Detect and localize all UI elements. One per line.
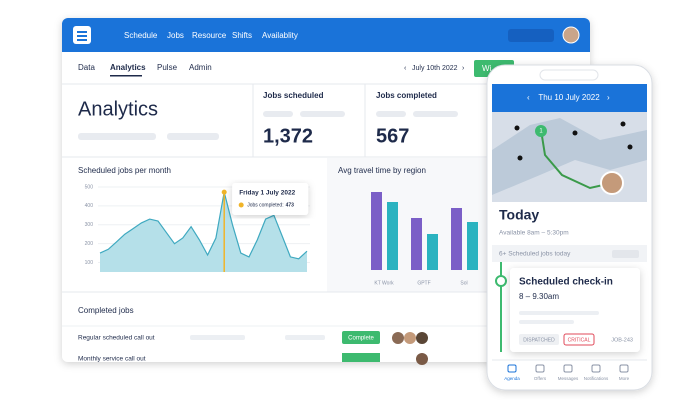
bar-chart: KT Work GPTF Sol xyxy=(371,192,478,286)
nav-item[interactable]: Availablity xyxy=(262,31,298,40)
date-picker[interactable]: July 10th 2022 xyxy=(412,65,458,72)
nav-item[interactable]: Jobs xyxy=(167,31,184,40)
svg-text:‹: ‹ xyxy=(527,93,530,102)
nav-label: Agenda xyxy=(504,376,520,381)
job-title: Scheduled check-in xyxy=(519,277,613,288)
status-label: Complete xyxy=(348,336,374,342)
header xyxy=(62,18,590,52)
tab-active[interactable]: Analytics xyxy=(110,63,146,72)
phone: ‹ › Thu 10 July 2022 1 Today Available 8a… xyxy=(486,64,653,391)
tooltip-value: 473 xyxy=(286,202,295,208)
card-label: Jobs completed xyxy=(376,91,437,100)
job-id: JOB-243 xyxy=(611,337,633,343)
nav-icon[interactable] xyxy=(563,364,573,373)
nav-icon[interactable] xyxy=(535,364,545,373)
tooltip xyxy=(232,183,309,215)
button-label: Wi xyxy=(482,64,492,73)
svg-text:‹: ‹ xyxy=(404,65,407,72)
nav-item[interactable]: Shifts xyxy=(232,31,252,40)
x-label: Sol xyxy=(460,280,467,286)
cursor-dot xyxy=(221,189,227,195)
tag: DISPATCHED xyxy=(523,337,555,343)
card-value: 1,372 xyxy=(263,125,313,147)
svg-text:›: › xyxy=(462,65,465,72)
section-title: Completed jobs xyxy=(78,306,134,315)
y-tick-label: 500 xyxy=(85,184,94,190)
chart-title: Avg travel time by region xyxy=(338,166,426,175)
phone-date: Thu 10 July 2022 xyxy=(538,93,600,102)
y-tick-label: 400 xyxy=(85,203,94,209)
nav-label: Notifications xyxy=(584,376,609,381)
job-card[interactable] xyxy=(510,268,640,352)
area-chart: 500 400 300 200 100 Friday 1 July 2022 Jobs co… xyxy=(85,183,310,272)
x-label: KT Work xyxy=(374,280,394,286)
tooltip-date: Friday 1 July 2022 xyxy=(239,190,295,197)
chart-title: Scheduled jobs per month xyxy=(78,166,171,175)
tab[interactable]: Data xyxy=(78,63,95,72)
nav-icon[interactable] xyxy=(591,364,601,373)
job-name: Regular scheduled call out xyxy=(78,335,155,342)
status xyxy=(342,331,380,344)
nav-label: More xyxy=(619,376,630,381)
tooltip-label: Jobs completed: xyxy=(247,202,283,208)
job-time: 8 – 9.30am xyxy=(519,292,559,301)
tab[interactable]: Admin xyxy=(189,63,212,72)
nav-label: Offers xyxy=(534,376,547,381)
area xyxy=(100,192,307,272)
tab[interactable]: Pulse xyxy=(157,63,178,72)
nav-item[interactable]: Resource xyxy=(192,31,227,40)
svg-text:1: 1 xyxy=(539,129,543,135)
job-name: Monthly service call out xyxy=(78,356,146,363)
y-tick-label: 100 xyxy=(85,260,94,266)
nav-label: Messages xyxy=(558,376,579,381)
nav-icon[interactable] xyxy=(619,364,629,373)
avatar[interactable] xyxy=(562,26,580,44)
availability: Available 8am – 5:30pm xyxy=(499,230,569,237)
card-value: 567 xyxy=(376,125,409,147)
tooltip-dot xyxy=(238,202,244,208)
heading: Analytics xyxy=(78,98,158,120)
line xyxy=(99,191,308,260)
card-label: Jobs scheduled xyxy=(263,91,324,100)
phone-heading: Today xyxy=(499,207,539,223)
dashboard: Schedule Jobs Resource Shifts Availablit… xyxy=(62,18,590,365)
jobs-today: 6+ Scheduled jobs today xyxy=(499,251,571,258)
search[interactable] xyxy=(508,29,554,42)
tag: CRITICAL xyxy=(568,337,591,343)
svg-text:›: › xyxy=(607,93,610,102)
nav-icon[interactable] xyxy=(507,364,517,373)
nav-item[interactable]: Schedule xyxy=(124,31,158,40)
x-label: GPTF xyxy=(417,280,430,286)
y-tick-label: 200 xyxy=(85,241,94,247)
y-tick-label: 300 xyxy=(85,222,94,228)
